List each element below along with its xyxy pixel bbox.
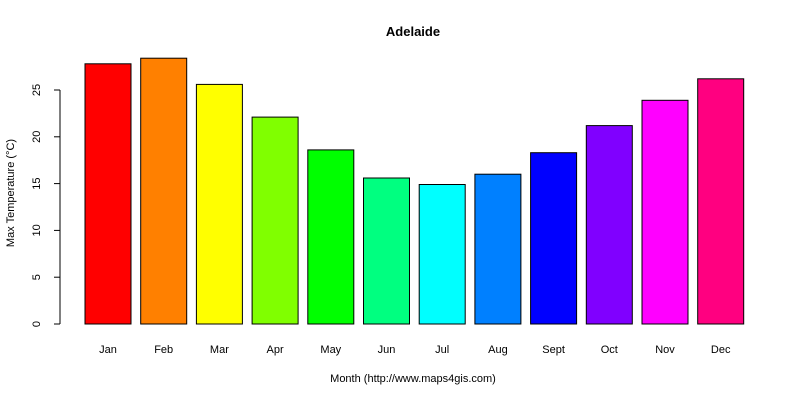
x-tick-label: Dec bbox=[711, 344, 731, 356]
x-axis-label: Month (http://www.maps4gis.com) bbox=[330, 373, 496, 385]
bar-feb bbox=[140, 57, 188, 325]
y-tick-label: 5 bbox=[31, 274, 43, 280]
y-axis: 0 5 10 15 20 25 bbox=[31, 84, 61, 327]
x-tick-label: Aug bbox=[488, 344, 508, 356]
y-axis-label: Max Temperature (°C) bbox=[5, 139, 17, 247]
x-tick-label: Nov bbox=[655, 344, 675, 356]
x-tick-label: Feb bbox=[154, 344, 173, 356]
x-tick-labels: Jan Feb Mar Apr May Jun Jul Aug Sept Oct Nov Dec bbox=[99, 344, 731, 356]
x-tick-label: Jan bbox=[99, 344, 117, 356]
bar-aug bbox=[474, 173, 522, 325]
y-tick-label: 10 bbox=[31, 224, 43, 236]
bar-jul bbox=[418, 184, 466, 325]
bar-may bbox=[307, 149, 355, 325]
x-tick-label: Sept bbox=[542, 344, 565, 356]
x-tick-label: Apr bbox=[267, 344, 284, 356]
chart-title: Adelaide bbox=[386, 24, 440, 39]
bar-mar bbox=[195, 83, 243, 325]
x-tick-label: Jun bbox=[378, 344, 396, 356]
y-tick-label: 25 bbox=[31, 84, 43, 96]
y-tick-label: 20 bbox=[31, 131, 43, 143]
x-tick-label: May bbox=[320, 344, 341, 356]
y-tick-label: 15 bbox=[31, 177, 43, 189]
bar-dec bbox=[697, 78, 745, 325]
bar-jan bbox=[84, 63, 132, 325]
bar-apr bbox=[251, 116, 299, 325]
x-tick-label: Jul bbox=[435, 344, 449, 356]
x-tick-label: Oct bbox=[601, 344, 618, 356]
x-tick-label: Mar bbox=[210, 344, 229, 356]
bar-sept bbox=[530, 152, 578, 325]
y-tick-label: 0 bbox=[31, 321, 43, 327]
bars-group bbox=[84, 57, 745, 325]
bar-nov bbox=[641, 99, 689, 325]
bar-oct bbox=[585, 125, 633, 325]
bar-jun bbox=[363, 177, 410, 325]
